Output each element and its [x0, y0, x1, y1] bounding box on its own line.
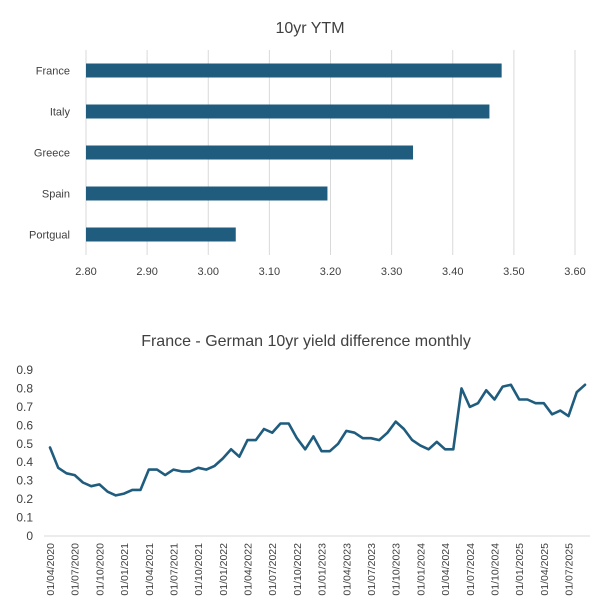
x-tick-label: 01/04/2024: [440, 543, 452, 596]
chart-title: France - German 10yr yield difference mo…: [141, 333, 471, 350]
category-label: Italy: [50, 107, 71, 119]
category-label: Portgual: [29, 230, 70, 242]
category-label: France: [36, 66, 70, 78]
x-tick-label: 01/10/2020: [94, 543, 106, 596]
x-tick-label: 01/01/2021: [119, 543, 131, 596]
x-tick-label: 3.40: [442, 266, 463, 278]
y-tick-label: 0.6: [16, 418, 33, 432]
bar: [86, 63, 502, 78]
x-tick-label: 2.90: [136, 266, 157, 278]
series-line: [48, 383, 587, 497]
x-tick-label: 01/01/2022: [218, 543, 230, 596]
category-label: Spain: [42, 189, 70, 201]
bar: [86, 186, 328, 201]
series-line: [48, 383, 587, 497]
y-tick-label: 0.8: [16, 381, 33, 395]
x-axis-tick-labels: 2.80 2.90 3.00 3.10 3.20 3.30 3.40 3.50 3.60: [75, 266, 585, 278]
x-tick-label: 01/07/2020: [70, 543, 82, 596]
x-tick-label: 01/07/2025: [564, 543, 576, 596]
x-tick-label: 01/04/2021: [144, 543, 156, 596]
y-tick-label: 0.9: [16, 363, 33, 377]
y-tick-label: 0: [26, 529, 33, 543]
x-tick-label: 01/04/2023: [341, 543, 353, 596]
x-tick-label: 01/07/2023: [366, 543, 378, 596]
x-tick-label: 01/07/2022: [267, 543, 279, 596]
x-tick-label: 01/04/2022: [243, 543, 255, 596]
x-tick-label: 01/01/2024: [415, 543, 427, 596]
x-tick-label: 01/01/2025: [514, 543, 526, 596]
category-label: Greece: [34, 148, 70, 160]
x-tick-label: 01/10/2021: [193, 543, 205, 596]
x-tick-label: 01/04/2025: [539, 543, 551, 596]
y-tick-label: 0.7: [16, 400, 33, 414]
x-tick-label: 01/10/2023: [391, 543, 403, 596]
x-tick-label: 01/10/2022: [292, 543, 304, 596]
y-tick-label: 0.5: [16, 437, 33, 451]
bar: [86, 104, 490, 119]
y-tick-label: 0.3: [16, 474, 33, 488]
y-tick-label: 0.1: [16, 511, 33, 525]
ytm-bar-chart: 10yr YTM FranceItalyGreeceSpainPortgual …: [29, 20, 586, 278]
x-tick-label: 3.50: [503, 266, 524, 278]
x-tick-label: 3.00: [198, 266, 219, 278]
x-tick-label: 01/07/2021: [168, 543, 180, 596]
y-axis-tick-labels: 0 0.1 0.2 0.3 0.4 0.5 0.6 0.7 0.8 0.9: [16, 363, 33, 543]
x-tick-label: 01/07/2024: [465, 543, 477, 596]
category-labels: France Italy Greece Spain Portgual: [29, 66, 70, 242]
bar: [86, 227, 236, 242]
bars: [86, 63, 502, 242]
x-tick-label: 2.80: [75, 266, 96, 278]
y-tick-label: 0.4: [16, 455, 33, 469]
x-tick-label: 3.60: [564, 266, 585, 278]
spread-line-chart: France - German 10yr yield difference mo…: [16, 333, 590, 596]
chart-title: 10yr YTM: [275, 20, 344, 37]
x-tick-label: 3.30: [381, 266, 402, 278]
x-tick-label: 3.20: [320, 266, 341, 278]
x-tick-label: 3.10: [259, 266, 280, 278]
y-tick-label: 0.2: [16, 492, 33, 506]
x-tick-label: 01/10/2024: [489, 543, 501, 596]
x-tick-label: 01/04/2020: [45, 543, 57, 596]
x-tick-label: 01/01/2023: [317, 543, 329, 596]
bar: [86, 145, 414, 160]
x-axis-tick-labels: 01/04/2020 01/07/2020 01/10/2020 01/01/2021…: [45, 543, 576, 596]
